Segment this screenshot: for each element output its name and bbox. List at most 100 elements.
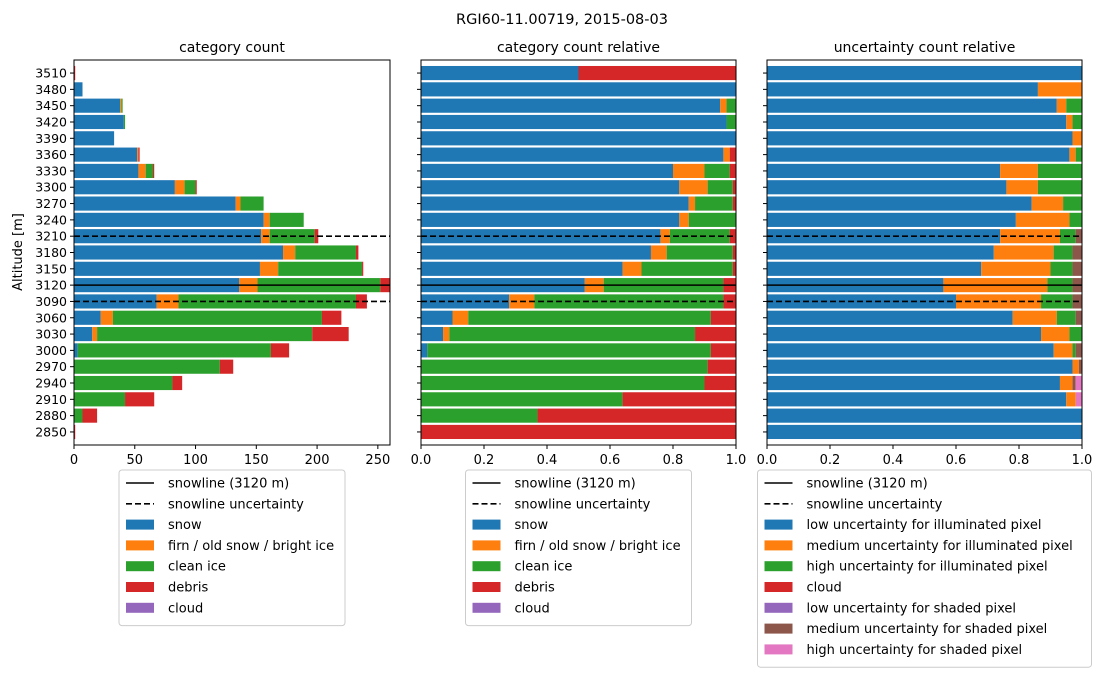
bar-segment (578, 65, 736, 81)
panel-title: category count (179, 40, 285, 56)
legend-color-swatch (764, 540, 793, 551)
legend-color-swatch (764, 519, 793, 530)
bar-segment (137, 147, 139, 162)
bar-segment (421, 131, 736, 146)
bar-segment (278, 261, 363, 276)
bar-segment (767, 424, 1082, 440)
bar-segment (1066, 392, 1076, 407)
bar-segment (74, 343, 78, 358)
bar-segment (767, 82, 1038, 97)
bar-segment (259, 261, 279, 276)
bar-segment (1075, 343, 1082, 358)
legend-frame (757, 469, 1092, 668)
y-tick-label: 3000 (35, 343, 67, 358)
legend-label: snow (515, 518, 549, 533)
y-tick-label: 3060 (35, 310, 67, 325)
legend-color-swatch (764, 644, 793, 655)
bar-segment (723, 147, 730, 162)
bar-segment (767, 163, 1001, 179)
bar-segment (74, 65, 76, 81)
bar-segment (650, 245, 667, 260)
bar-segment (443, 326, 450, 342)
bar-segment (1075, 310, 1082, 325)
bar-segment (270, 343, 290, 358)
bar-segment (195, 180, 197, 195)
bar-segment (82, 408, 98, 423)
legend-label: snow (168, 518, 202, 533)
bar-segment (421, 326, 444, 342)
bar-segment (767, 114, 1067, 130)
legend-color-swatch (764, 623, 793, 634)
bars (767, 65, 1082, 440)
legend-color-swatch (126, 602, 154, 613)
bar-segment (421, 245, 651, 260)
bar-segment (1075, 392, 1082, 407)
legend-label: snowline (3120 m) (168, 477, 289, 492)
x-tick-label: 50 (126, 453, 143, 468)
figure-title: RGI60-11.00719, 2015-08-03 (456, 12, 668, 28)
bar-segment (537, 408, 736, 423)
bar-segment (1072, 343, 1076, 358)
bar-segment (74, 359, 220, 374)
bar-segment (767, 392, 1067, 407)
y-tick-label: 2970 (35, 359, 67, 374)
legend-color-swatch (764, 602, 793, 613)
bar-segment (981, 261, 1051, 276)
bar-segment (74, 261, 260, 276)
y-tick-label: 2880 (35, 408, 67, 423)
bar-segment (421, 196, 689, 211)
x-tick-label: 150 (244, 453, 269, 468)
legend-label: snowline uncertainty (807, 497, 943, 512)
bar-segment (767, 245, 994, 260)
bar-segment (74, 196, 236, 211)
bar-segment (767, 408, 1082, 423)
bar-segment (1072, 245, 1082, 260)
bar-segment (421, 65, 579, 81)
legend-label: medium uncertainty for shaded pixel (807, 622, 1048, 637)
bar-segment (100, 310, 113, 325)
bar-segment (767, 375, 1060, 391)
legend-label: cloud (168, 601, 203, 616)
panel-3: uncertainty count relative 0.0 0.2 0.4 0.6 0.… (757, 40, 1092, 668)
bar-segment (74, 114, 124, 130)
legend-label: medium uncertainty for illuminated pixel (807, 539, 1073, 554)
x-tick-label: 200 (305, 453, 330, 468)
bar-segment (956, 294, 1042, 309)
bar-segment (421, 147, 724, 162)
bar-segment (240, 196, 264, 211)
bar-segment (767, 310, 1013, 325)
bar-segment (704, 163, 730, 179)
legend-label: clean ice (168, 560, 226, 575)
legend-label: firn / old snow / bright ice (168, 539, 334, 554)
bar-segment (707, 180, 733, 195)
bar-segment (732, 196, 736, 211)
legend-color-swatch (126, 582, 154, 592)
bar-segment (1031, 196, 1064, 211)
bar-segment (695, 326, 736, 342)
x-tick-label: 250 (365, 453, 390, 468)
bar-segment (112, 310, 322, 325)
y-axis-label: Altitude [m] (11, 213, 26, 291)
legend-label: clean ice (515, 560, 573, 575)
bar-segment (688, 212, 736, 227)
bar-segment (710, 310, 736, 325)
bar-segment (362, 261, 364, 276)
bar-segment (1072, 261, 1082, 276)
bar-segment (622, 261, 642, 276)
bar-segment (321, 310, 342, 325)
bar-segment (767, 131, 1073, 146)
bar-segment (767, 359, 1073, 374)
bar-segment (421, 359, 708, 374)
x-tick-label: 0.0 (411, 453, 432, 468)
x-tick-label: 0.4 (883, 453, 904, 468)
bar-segment (74, 82, 83, 97)
bar-segment (452, 310, 469, 325)
x-tick-label: 0.0 (757, 453, 778, 468)
y-tick-label: 3090 (35, 294, 67, 309)
legend-label: firn / old snow / bright ice (515, 539, 681, 554)
bar-segment (1075, 375, 1082, 391)
y-tick-label: 3420 (35, 114, 67, 129)
x-tick-label: 0.2 (474, 453, 495, 468)
legend-color-swatch (472, 519, 501, 530)
